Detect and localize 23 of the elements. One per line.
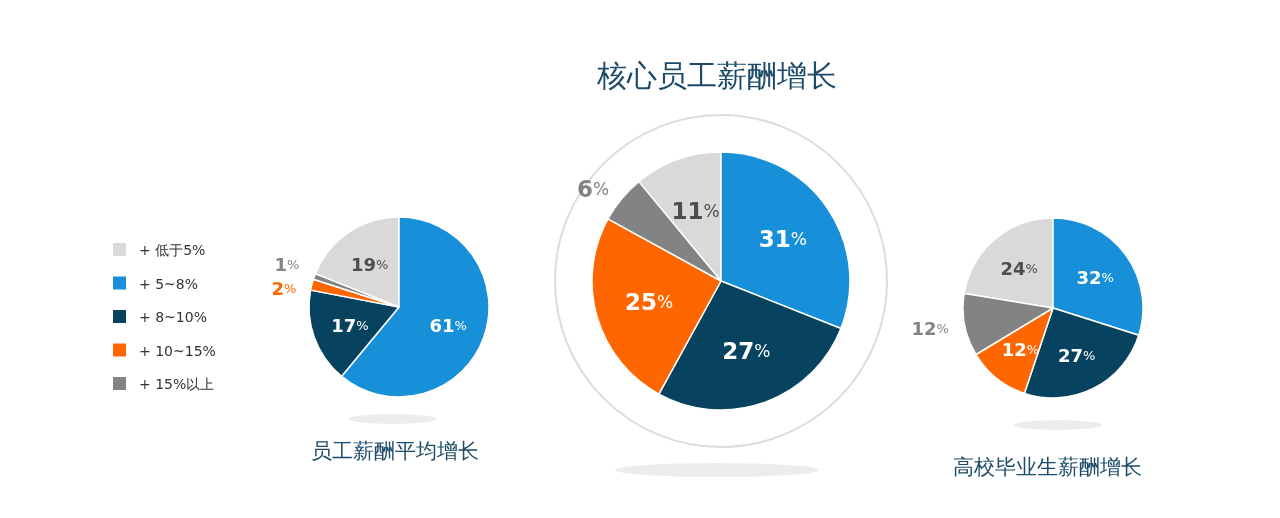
data-label: 32% (1076, 266, 1114, 288)
data-label: 17% (331, 314, 369, 336)
legend-label: + 低于5% (139, 242, 206, 258)
legend-label: + 8~10% (139, 309, 207, 325)
data-label: 12% (911, 317, 949, 339)
data-label: 24% (1000, 257, 1038, 279)
legend-label: + 15%以上 (139, 376, 215, 392)
data-label: 19% (350, 253, 389, 275)
data-label: 27% (1057, 344, 1096, 366)
data-label: 1% (274, 253, 300, 275)
data-label: 61% (429, 314, 467, 336)
data-label: 6% (577, 175, 610, 202)
data-label: 31% (758, 225, 807, 252)
text: 高校毕业生薪酬增长 (952, 455, 1142, 479)
data-label: 25% (625, 288, 674, 315)
data-label: 12% (1001, 338, 1040, 360)
legend-label: + 5~8% (139, 275, 199, 292)
data-label: 27% (722, 338, 771, 365)
chart-title: 核心员工薪酬增长 (596, 58, 837, 93)
data-label: 11% (671, 197, 720, 224)
legend-label: + 10~15% (139, 342, 216, 359)
data-label: 2% (271, 277, 297, 299)
text: 员工薪酬平均增长 (311, 439, 479, 463)
